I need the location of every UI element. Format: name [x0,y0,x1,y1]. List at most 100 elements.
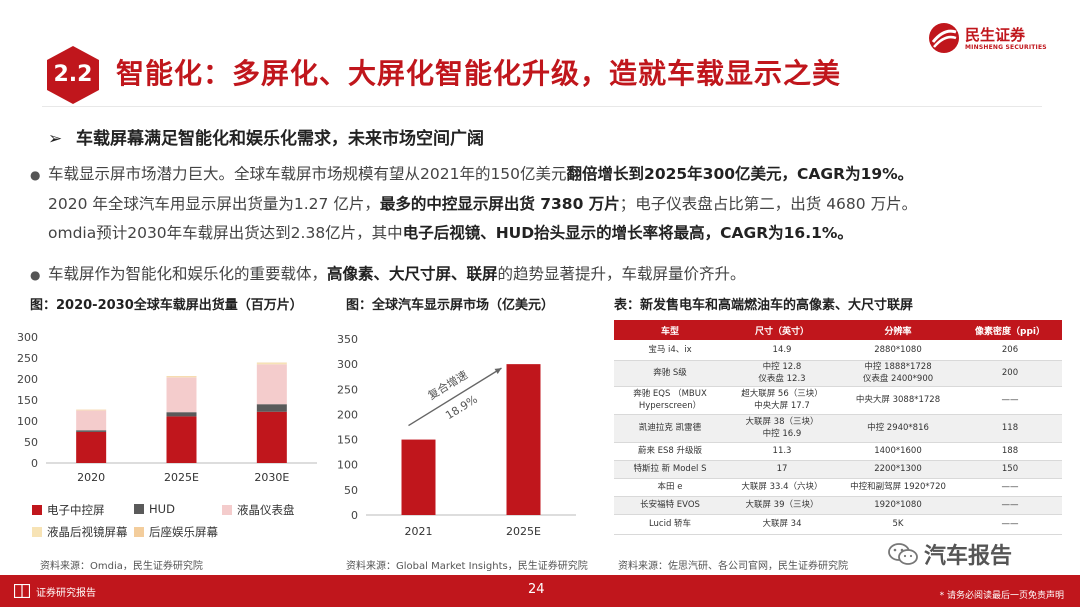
y-tick-label: 200 [17,373,38,386]
paragraph-market: ● 车载显示屏市场潜力巨大。全球车载屏市场规模有望从2021年的150亿美元翻倍增… [30,160,1070,248]
bar-segment [256,411,287,463]
logo-text-cn: 民生证券 [965,26,1026,44]
minsheng-logo-icon [929,23,959,53]
column-header: 车型 [614,320,726,340]
text-run-bold: 翻倍增长到2025年300亿美元，CAGR为19%。 [566,165,914,183]
cell-line: 大联屏 38（三块） [745,417,819,427]
cell-line: 宝马 i4、ix [648,344,692,355]
bar-segment [166,412,197,417]
paragraph-trend: ● 车载屏作为智能化和娱乐化的重要载体，高像素、大尺寸屏、联屏的趋势显著提升，车载… [30,262,746,284]
cell-resolution: 中控和副驾屏 1920*720 [838,478,958,497]
x-tick-label: 2030E [254,471,289,484]
cell-model: 特斯拉 新 Model S [614,460,726,479]
y-tick-label: 350 [337,333,358,346]
cell-line: 2880*1080 [874,344,922,355]
disclaimer-link[interactable]: * 请务必阅读最后一页免责声明 [939,591,1064,601]
y-tick-label: 50 [344,484,358,497]
cell-resolution: 1920*1080 [838,496,958,515]
cell-line: 中央大屏 17.7 [754,401,810,411]
cell-line: 150 [1001,464,1019,474]
cell-line: Lucid 轿车 [648,519,692,529]
cell-line: 大联屏 39（三块） [745,500,819,510]
cell-line: 中控 2940*816 [867,423,929,433]
book-icon [14,584,30,598]
y-tick-label: 300 [17,331,38,344]
bullet-icon: ● [30,268,41,282]
bar-segment [166,377,197,413]
footer-label: 证券研究报告 [36,588,96,599]
cell-line: 中央大屏 3088*1728 [855,395,941,405]
bar [506,364,541,515]
growth-arrow-head [494,368,502,375]
title-divider [42,106,1042,107]
cell-line: 206 [1001,344,1019,355]
cell-line: 奔驰 EQS （MBUX [633,389,707,399]
cell-line: 1400*1600 [874,446,922,456]
table-row: 蔚来 ES8 升级版 11.3 1400*1600 188 [614,442,1062,461]
cell-line: 特斯拉 新 Model S [633,464,707,474]
bar-segment [76,431,107,463]
bar-segment [166,416,197,463]
wechat-watermark: 汽车报告 [888,538,1012,570]
cell-line: 2200*1300 [874,464,922,474]
wechat-icon [888,543,918,565]
table-header-row: 车型 尺寸（英寸） 分辨率 像素密度（ppi） [614,320,1062,340]
x-tick-label: 2021 [405,525,433,538]
subheading: ➢ 车载屏幕满足智能化和娱乐化需求，未来市场空间广阔 [48,124,484,149]
cell-line: 200 [1001,368,1019,378]
cell-line: 大联屏 33.4（六块） [741,482,823,492]
legend-label: 后座娱乐屏幕 [149,525,218,539]
cell-model: Lucid 轿车 [614,514,726,535]
brand-logo: 民生证券 MINSHENG SECURITIES [928,22,1048,58]
section-number: 2.2 [53,62,93,87]
table-row: 长安福特 EVOS 大联屏 39（三块） 1920*1080 —— [614,496,1062,515]
cell-resolution: 2880*1080 [838,340,958,361]
cell-size: 大联屏 34 [726,514,838,535]
legend-label: 液晶仪表盘 [237,503,295,517]
arrow-right-icon: ➢ [48,129,63,149]
cell-line: 中控 1888*1728 [864,362,932,372]
cell-model: 奔驰 EQS （MBUX Hyperscreen） [614,386,726,415]
logo-text-en: MINSHENG SECURITIES [965,44,1047,51]
y-tick-label: 200 [337,408,358,421]
cell-line: 中控和副驾屏 1920*720 [850,482,946,492]
figure-1-caption: 图：2020-2030全球车载屏出货量（百万片） [30,298,303,313]
y-tick-label: 150 [337,434,358,447]
paragraph-line: 2020 年全球汽车用显示屏出货量为1.27 亿片，最多的中控显示屏出货 738… [30,190,1070,219]
chart-1-source: 资料来源：Omdia，民生证券研究院 [40,561,203,572]
cell-line: —— [1001,482,1019,492]
x-tick-label: 2025E [164,471,199,484]
bar-segment [166,376,197,378]
cell-line: —— [1001,500,1019,510]
bar-segment [256,364,287,405]
cell-size: 大联屏 39（三块） [726,496,838,515]
page-title: 智能化：多屏化、大屏化智能化升级，造就车载显示之美 [116,57,842,90]
legend-swatch [32,505,42,515]
table-row: Lucid 轿车 大联屏 34 5K —— [614,514,1062,535]
legend-label: 电子中控屏 [47,503,105,517]
cell-ppi: 118 [958,414,1062,443]
legend-item: 电子中控屏 [32,502,105,518]
cell-resolution: 中央大屏 3088*1728 [838,386,958,415]
legend-label: HUD [149,502,175,516]
cell-ppi: —— [958,514,1062,535]
bar-segment [76,410,107,431]
cell-line: 超大联屏 56（三块） [741,389,823,399]
cell-line: Hyperscreen） [638,401,702,411]
cell-ppi: —— [958,478,1062,497]
column-header: 分辨率 [838,320,958,340]
legend-item: 液晶后视镜屏幕 [32,524,128,540]
y-tick-label: 100 [17,415,38,428]
legend-swatch [222,505,232,515]
table-caption: 表：新发售电车和高端燃油车的高像素、大尺寸联屏 [614,298,914,313]
page-number: 24 [528,582,545,597]
cell-size: 大联屏 38（三块） 中控 16.9 [726,414,838,443]
cell-ppi: 206 [958,340,1062,361]
y-tick-label: 50 [24,436,38,449]
x-tick-label: 2025E [506,525,541,538]
x-tick-label: 2020 [77,471,105,484]
cell-size: 11.3 [726,442,838,461]
y-tick-label: 300 [337,358,358,371]
paragraph-line: ● 车载显示屏市场潜力巨大。全球车载屏市场规模有望从2021年的150亿美元翻倍增… [30,160,1070,190]
cell-line: —— [1001,519,1019,529]
